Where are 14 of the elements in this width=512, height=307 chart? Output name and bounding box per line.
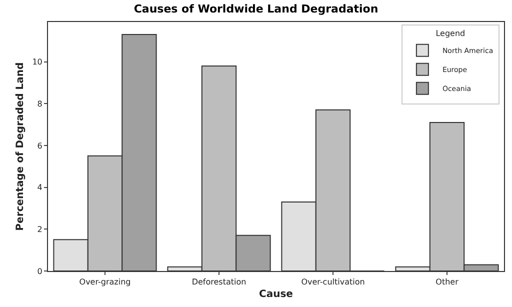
x-tick-label: Other [436,278,460,287]
y-tick-label: 6 [37,141,42,150]
x-tick-label: Over-cultivation [301,278,365,287]
y-tick-label: 4 [37,183,42,192]
x-axis-title: Cause [259,289,294,300]
y-tick-label: 8 [37,99,42,108]
legend-title: Legend [436,28,466,38]
y-tick-label: 10 [32,58,42,67]
x-tick-label: Over-grazing [79,278,131,287]
chart-title: Causes of Worldwide Land Degradation [134,2,378,16]
y-tick-label: 0 [37,266,42,276]
y-axis-title: Percentage of Degraded Land [15,62,26,231]
y-tick-label: 2 [37,224,42,234]
x-tick-label: Deforestation [192,278,246,287]
